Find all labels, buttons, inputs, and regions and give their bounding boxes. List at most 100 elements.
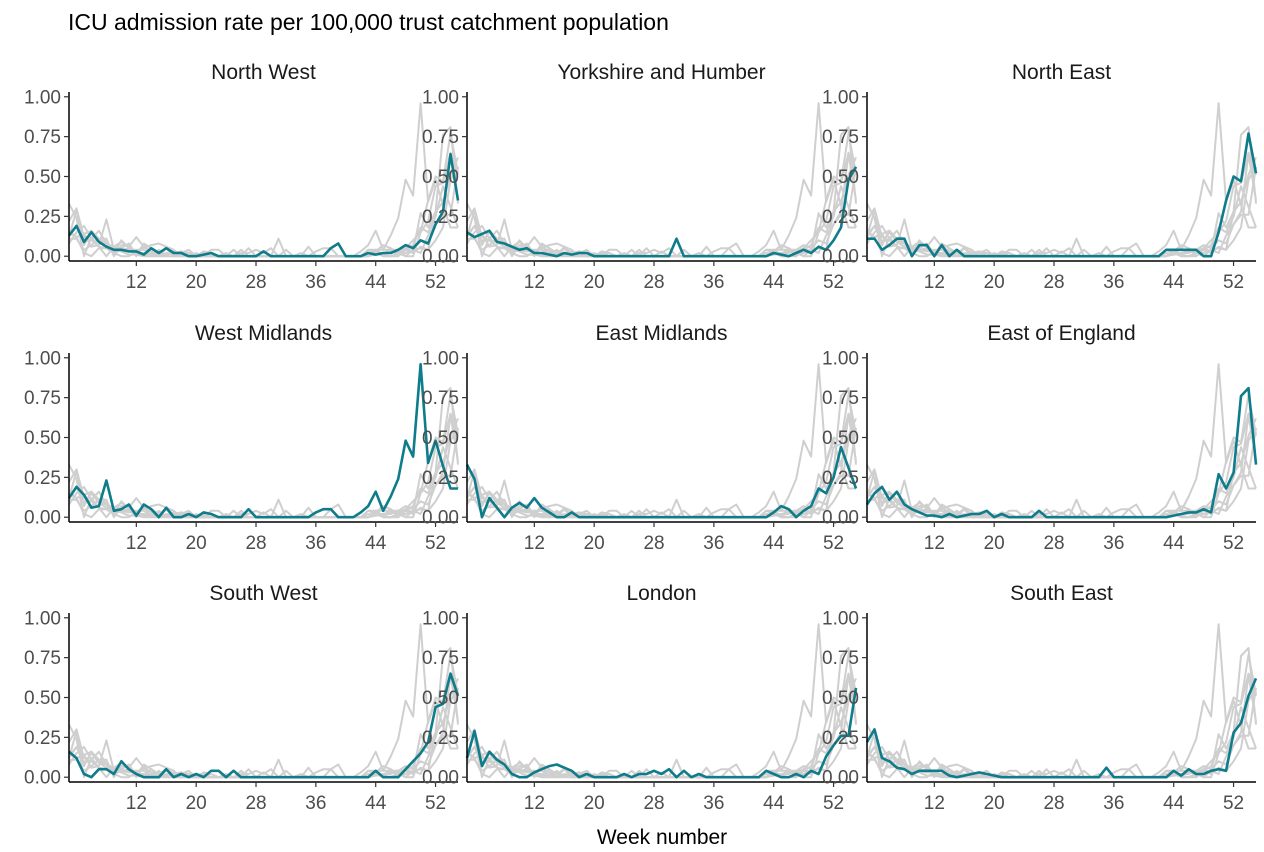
y-tick-label: 0.75	[822, 127, 859, 148]
y-tick-label: 0.50	[24, 428, 61, 449]
series-line-background	[466, 126, 857, 258]
y-tick-label: 0.75	[422, 127, 459, 148]
y-tick-label: 0.25	[822, 468, 859, 489]
y-tick-label: 0.75	[24, 648, 61, 669]
x-tick-label: 36	[1103, 793, 1124, 814]
series-line-background	[68, 166, 459, 258]
x-tick-label: 28	[245, 533, 266, 554]
y-tick-label: 0.25	[822, 207, 859, 228]
y-tick-label: 0.00	[24, 247, 61, 268]
x-tick-label: 36	[703, 793, 724, 814]
x-tick-label: 44	[763, 272, 785, 293]
series-line-background	[68, 387, 459, 519]
y-tick-label: 0.50	[822, 688, 859, 709]
x-tick-label: 36	[1103, 272, 1124, 293]
x-tick-label: 12	[126, 272, 147, 293]
x-tick-label: 52	[425, 533, 446, 554]
series-line-background	[866, 674, 1257, 779]
y-tick-label: 1.00	[822, 608, 859, 629]
series-line-background	[866, 363, 1256, 519]
x-tick-label: 28	[245, 272, 266, 293]
series-line-background	[467, 653, 857, 779]
series-line-background	[866, 672, 1257, 779]
series-line-background	[866, 412, 1257, 519]
series-line-south-east	[865, 677, 1258, 779]
x-tick-label: 12	[924, 793, 945, 814]
panel-south-west: South West 1.00 0.75 0.50 0.25 0.00 12 20 28 36 44…	[24, 582, 460, 814]
x-tick-label: 20	[984, 793, 1005, 814]
x-tick-label: 36	[305, 272, 326, 293]
y-tick-label: 0.25	[24, 728, 61, 749]
x-tick-label: 20	[584, 533, 605, 554]
x-tick-label: 20	[186, 793, 207, 814]
y-tick-label: 0.50	[24, 688, 61, 709]
y-tick-label: 0.50	[822, 167, 859, 188]
y-tick-label: 0.75	[24, 388, 61, 409]
x-tick-label: 36	[703, 533, 724, 554]
series-line-background	[866, 687, 1257, 779]
panel-north-west: North West 1.00 0.75 0.50 0.25 0.00 12 20 28 36 44…	[24, 61, 460, 293]
x-tick-label: 52	[425, 793, 446, 814]
series-line-background	[466, 623, 856, 779]
series-line-background	[69, 393, 459, 519]
series-line-background	[466, 414, 857, 519]
y-tick-label: 1.00	[24, 608, 61, 629]
series-line-yorkshire-and-humber	[466, 166, 858, 258]
y-tick-label: 1.00	[422, 348, 459, 369]
series-line-background	[866, 623, 1256, 779]
panel-west-midlands: West Midlands 1.00 0.75 0.50 0.25 0.00 12 20 28 3…	[24, 322, 459, 554]
series-line-background	[466, 672, 857, 779]
x-tick-label: 44	[365, 533, 387, 554]
x-tick-label: 44	[1163, 793, 1185, 814]
x-tick-label: 52	[425, 272, 446, 293]
x-tick-label: 36	[1103, 533, 1124, 554]
series-line-background	[867, 653, 1257, 779]
series-line-background	[68, 102, 458, 258]
series-line-background	[866, 151, 1257, 258]
series-line-background	[867, 393, 1257, 519]
x-tick-label: 12	[126, 533, 147, 554]
panel-yorkshire-and-humber: Yorkshire and Humber 1.00 0.75 0.50 0.25 0.00…	[422, 61, 858, 293]
x-tick-label: 12	[524, 272, 545, 293]
y-tick-label: 1.00	[422, 608, 459, 629]
y-tick-label: 0.00	[822, 768, 859, 789]
y-tick-label: 0.50	[822, 428, 859, 449]
x-tick-label: 36	[305, 793, 326, 814]
series-line-background	[68, 647, 459, 779]
y-tick-label: 0.00	[822, 247, 859, 268]
x-tick-label: 20	[584, 793, 605, 814]
series-line-background	[466, 647, 857, 779]
series-line-background	[866, 647, 1257, 779]
y-tick-label: 0.00	[422, 768, 459, 789]
x-tick-label: 28	[1043, 793, 1064, 814]
y-tick-label: 0.75	[24, 127, 61, 148]
panel-title: South West	[209, 582, 317, 605]
x-tick-label: 20	[984, 533, 1005, 554]
x-tick-label: 20	[186, 533, 207, 554]
x-tick-label: 28	[643, 272, 664, 293]
series-line-background	[866, 153, 1257, 258]
y-tick-label: 1.00	[24, 348, 61, 369]
x-tick-label: 36	[703, 272, 724, 293]
x-tick-label: 52	[823, 793, 844, 814]
series-line-background	[466, 102, 856, 258]
y-tick-label: 0.75	[822, 648, 859, 669]
series-line-background	[466, 363, 856, 519]
x-tick-label: 20	[584, 272, 605, 293]
panel-title: North East	[1012, 61, 1111, 84]
y-tick-label: 1.00	[422, 87, 459, 108]
y-tick-label: 0.50	[422, 428, 459, 449]
panel-title: Yorkshire and Humber	[557, 61, 765, 84]
y-tick-label: 0.00	[422, 508, 459, 529]
series-line-background	[866, 102, 1256, 258]
panel-title: North West	[211, 61, 316, 84]
series-line-background	[467, 132, 857, 258]
y-tick-label: 1.00	[822, 348, 859, 369]
chart-title: ICU admission rate per 100,000 trust cat…	[68, 9, 669, 35]
y-tick-label: 0.50	[422, 167, 459, 188]
x-tick-label: 52	[823, 533, 844, 554]
x-tick-label: 44	[1163, 533, 1185, 554]
y-tick-label: 0.00	[24, 508, 61, 529]
panel-north-east: North East 1.00 0.75 0.50 0.25 0.00 12 20 28 36 44…	[822, 61, 1258, 293]
